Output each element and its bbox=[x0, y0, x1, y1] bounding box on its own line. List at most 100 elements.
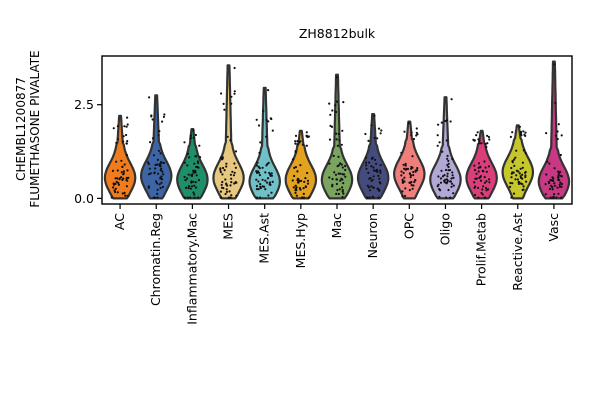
data-point bbox=[183, 161, 186, 164]
data-point bbox=[304, 185, 307, 189]
data-point bbox=[478, 142, 481, 145]
data-point bbox=[415, 127, 418, 130]
data-point bbox=[483, 196, 486, 199]
data-point bbox=[377, 188, 381, 191]
data-point bbox=[521, 166, 524, 169]
data-point bbox=[447, 162, 450, 165]
data-point bbox=[121, 178, 124, 181]
data-point bbox=[255, 171, 259, 174]
data-point bbox=[338, 188, 341, 191]
data-point bbox=[513, 164, 516, 167]
data-point bbox=[291, 179, 294, 182]
data-point bbox=[412, 174, 415, 177]
data-point bbox=[229, 184, 232, 187]
data-point bbox=[378, 181, 381, 184]
data-point bbox=[373, 114, 376, 117]
data-point bbox=[148, 96, 151, 99]
data-point bbox=[221, 180, 224, 184]
data-point bbox=[161, 170, 164, 173]
data-point bbox=[404, 194, 407, 198]
violin-body-inflammatory-mac bbox=[176, 128, 209, 200]
data-point bbox=[112, 127, 115, 130]
data-point bbox=[379, 132, 382, 135]
data-point bbox=[267, 120, 270, 123]
data-point bbox=[522, 185, 525, 188]
data-point bbox=[190, 185, 194, 188]
data-point bbox=[451, 157, 454, 161]
x-tick-label-neuron: Neuron bbox=[365, 213, 380, 258]
data-point bbox=[522, 188, 525, 191]
data-point bbox=[446, 154, 449, 157]
data-point bbox=[189, 137, 192, 140]
data-point bbox=[259, 183, 262, 186]
data-point bbox=[153, 172, 156, 175]
data-point bbox=[110, 196, 113, 199]
data-point bbox=[270, 172, 273, 175]
data-point bbox=[228, 190, 231, 193]
data-point bbox=[559, 181, 562, 184]
data-point bbox=[156, 196, 159, 199]
data-point bbox=[302, 192, 305, 195]
data-point bbox=[342, 182, 345, 185]
data-point bbox=[335, 100, 339, 103]
data-point bbox=[112, 186, 115, 189]
data-point bbox=[372, 169, 376, 172]
data-point bbox=[307, 196, 310, 199]
data-point bbox=[379, 171, 382, 174]
data-point bbox=[403, 180, 406, 183]
data-point bbox=[196, 196, 200, 199]
data-point bbox=[477, 138, 480, 141]
data-point bbox=[223, 169, 226, 172]
data-point bbox=[438, 141, 441, 144]
data-point bbox=[121, 192, 124, 195]
data-point bbox=[375, 170, 378, 173]
data-point bbox=[512, 192, 516, 195]
data-point bbox=[557, 176, 560, 179]
data-point bbox=[483, 160, 486, 163]
data-point bbox=[401, 181, 404, 184]
data-point bbox=[305, 134, 308, 137]
data-point bbox=[477, 196, 480, 199]
data-point bbox=[407, 122, 410, 125]
data-point bbox=[156, 182, 159, 185]
data-point bbox=[300, 179, 303, 182]
data-point bbox=[449, 180, 452, 183]
data-point bbox=[335, 132, 338, 135]
data-point bbox=[335, 182, 338, 186]
data-point bbox=[125, 125, 128, 128]
data-point bbox=[336, 144, 339, 147]
data-point bbox=[198, 144, 201, 147]
data-point bbox=[450, 177, 453, 180]
data-point bbox=[515, 174, 518, 177]
data-point bbox=[270, 117, 273, 121]
data-point bbox=[306, 171, 309, 175]
data-point bbox=[478, 176, 481, 179]
data-point bbox=[190, 181, 193, 184]
violin-prolif-metab bbox=[465, 129, 498, 200]
data-point bbox=[305, 131, 308, 134]
data-point bbox=[485, 180, 488, 183]
data-point bbox=[366, 196, 369, 199]
y-tick-label: 0.0 bbox=[74, 191, 94, 206]
data-point bbox=[481, 193, 484, 196]
violin-body-opc bbox=[393, 120, 426, 200]
data-point bbox=[124, 194, 127, 197]
data-point bbox=[560, 182, 563, 186]
violin-points-mes-ast bbox=[255, 89, 274, 199]
violin-body-ac bbox=[103, 114, 137, 200]
data-point bbox=[447, 165, 450, 169]
data-point bbox=[158, 130, 161, 133]
data-point bbox=[404, 168, 408, 171]
data-point bbox=[222, 187, 225, 190]
data-point bbox=[265, 164, 268, 167]
data-point bbox=[233, 90, 236, 93]
data-point bbox=[437, 175, 440, 178]
data-point bbox=[372, 186, 375, 189]
data-point bbox=[477, 162, 481, 165]
data-point bbox=[438, 195, 441, 198]
data-point bbox=[296, 179, 299, 182]
data-point bbox=[524, 134, 527, 137]
violin-opc bbox=[393, 120, 426, 200]
data-point bbox=[126, 169, 129, 172]
data-point bbox=[332, 154, 335, 157]
